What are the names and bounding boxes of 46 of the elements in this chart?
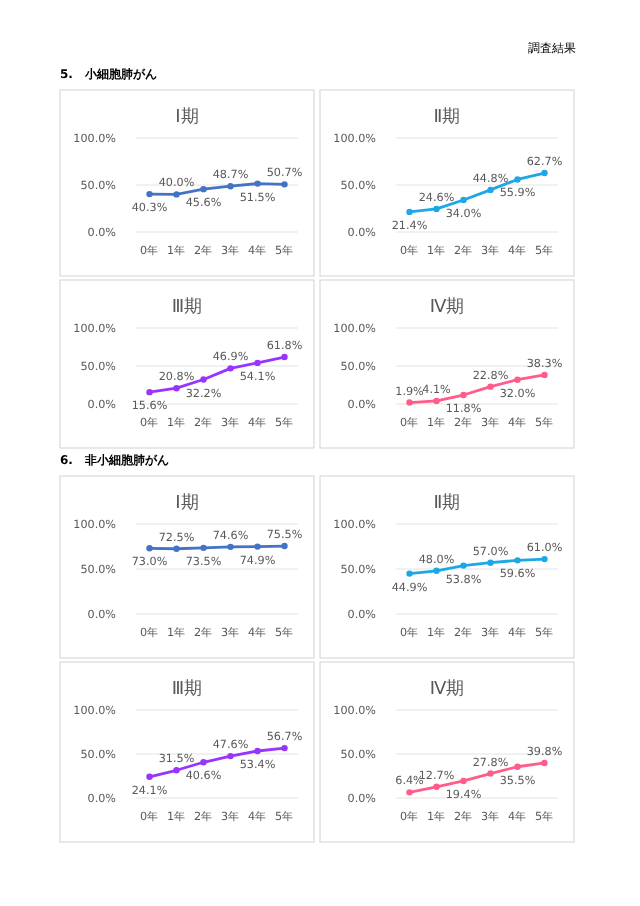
point: [406, 789, 413, 796]
point: [146, 388, 153, 396]
point: [200, 376, 207, 383]
chart-title: Ⅳ期: [429, 678, 465, 700]
chart-title: Ⅱ期: [433, 106, 461, 128]
point: [541, 759, 548, 767]
point: [514, 763, 521, 770]
point: [487, 383, 494, 390]
point: [281, 353, 288, 361]
chart-title: Ⅰ期: [175, 492, 199, 514]
point: [227, 752, 234, 760]
point: [406, 570, 413, 577]
point: [460, 391, 467, 399]
chart-title: Ⅳ期: [429, 296, 465, 318]
point: [200, 759, 207, 766]
point: [146, 773, 153, 780]
point: [433, 205, 440, 213]
point: [514, 176, 521, 183]
point: [406, 399, 413, 406]
point: [541, 371, 548, 379]
point: [433, 397, 440, 405]
point: [460, 562, 467, 569]
point: [254, 747, 261, 755]
point: [173, 767, 180, 774]
point: [514, 557, 521, 564]
point: [254, 359, 261, 367]
chart-title: Ⅰ期: [175, 106, 199, 128]
point: [487, 186, 494, 194]
point: [541, 555, 548, 563]
point: [460, 777, 467, 785]
point: [487, 770, 494, 777]
chart-title: Ⅱ期: [433, 492, 461, 514]
line-series: [146, 353, 288, 396]
point: [487, 559, 494, 566]
point: [173, 384, 180, 392]
point: [227, 365, 234, 372]
point: [433, 783, 440, 791]
chart-title: Ⅲ期: [171, 678, 203, 700]
point: [406, 208, 413, 216]
point: [514, 376, 521, 383]
line-series: [406, 169, 548, 216]
point: [281, 744, 288, 752]
point: [433, 567, 440, 574]
point: [460, 196, 467, 204]
chart-title: Ⅲ期: [171, 296, 203, 318]
point: [541, 169, 548, 177]
